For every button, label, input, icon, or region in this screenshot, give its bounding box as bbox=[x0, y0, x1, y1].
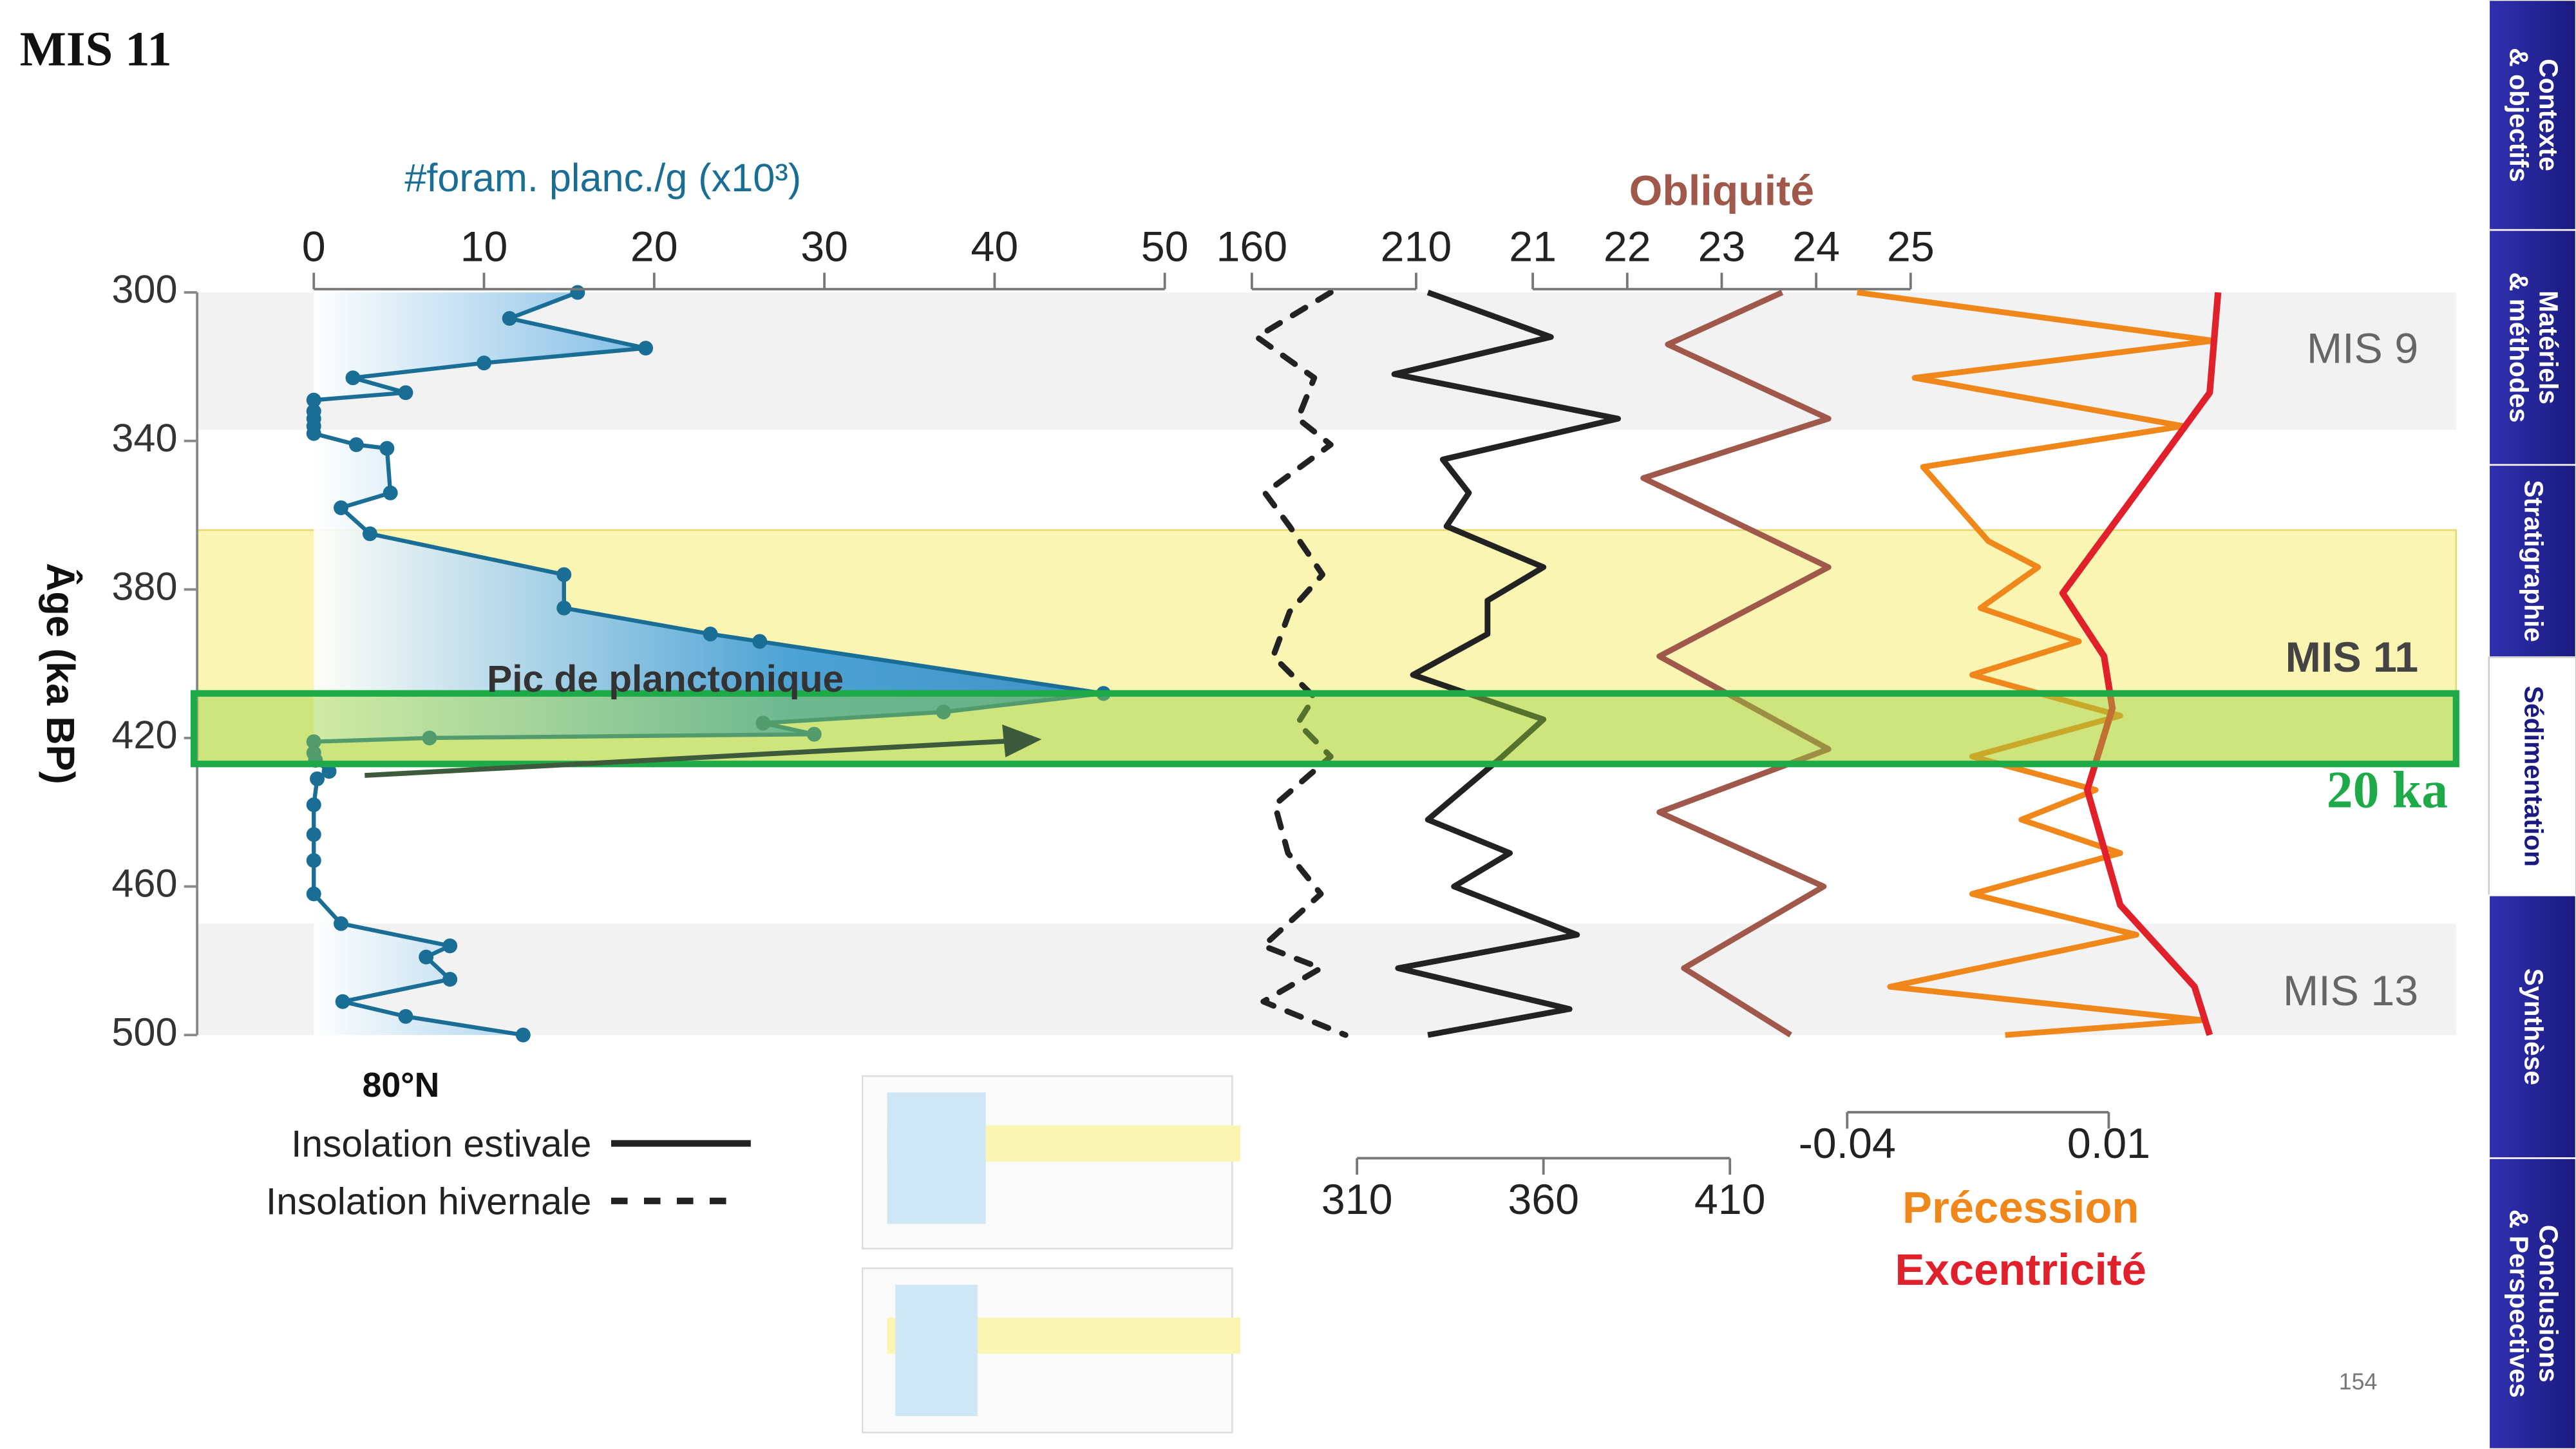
data-point bbox=[638, 341, 654, 356]
arrow-head bbox=[1002, 724, 1042, 758]
x-tick-label: -0.04 bbox=[1799, 1120, 1896, 1168]
page-number: 154 bbox=[2339, 1368, 2378, 1394]
x-tick-label: 20 bbox=[630, 223, 678, 270]
y-tick-label: 460 bbox=[111, 862, 177, 905]
legend-label: Insolation estivale bbox=[291, 1123, 591, 1165]
x-tick-label: 310 bbox=[1321, 1176, 1393, 1224]
data-point bbox=[398, 1009, 413, 1024]
series-line bbox=[1254, 289, 1349, 1038]
data-point bbox=[570, 285, 585, 300]
nav-label[interactable]: Conclusions bbox=[2533, 1225, 2563, 1383]
thumbnail bbox=[862, 1075, 1241, 1434]
data-point bbox=[334, 916, 349, 931]
nav-label[interactable]: Sédimentation bbox=[2519, 686, 2548, 867]
data-point bbox=[306, 797, 321, 813]
data-point bbox=[362, 526, 377, 542]
annotation: Pic de planctonique bbox=[487, 658, 844, 700]
x-tick-label: 25 bbox=[1887, 223, 1935, 270]
nav-label[interactable]: & méthodes bbox=[2504, 272, 2533, 422]
data-point bbox=[556, 600, 572, 616]
x-tick-label: 21 bbox=[1509, 223, 1557, 270]
nav-tab bbox=[2488, 229, 2576, 466]
y-axis-label: Âge (ka BP) bbox=[39, 563, 82, 784]
nav-label[interactable]: & objectifs bbox=[2504, 48, 2533, 182]
nav-tab bbox=[2488, 895, 2576, 1159]
highlight-label: 20 ka bbox=[2327, 760, 2448, 819]
y-tick-label: 420 bbox=[111, 713, 177, 757]
y-tick-label: 300 bbox=[111, 267, 177, 311]
x-tick-label: 40 bbox=[971, 223, 1019, 270]
data-point bbox=[345, 370, 361, 386]
band-label: MIS 13 bbox=[2283, 967, 2418, 1015]
legend-label: Excentricité bbox=[1895, 1245, 2146, 1294]
data-point bbox=[755, 715, 771, 731]
data-point bbox=[806, 726, 822, 742]
data-point bbox=[306, 426, 321, 441]
data-point bbox=[442, 972, 458, 987]
band-label: MIS 11 bbox=[2286, 634, 2418, 681]
data-point bbox=[306, 827, 321, 842]
foram-area bbox=[314, 292, 1104, 1036]
x-tick-label: 23 bbox=[1698, 223, 1746, 270]
legend-label: Précession bbox=[1902, 1182, 2139, 1232]
x-tick-label: 50 bbox=[1141, 223, 1189, 270]
data-point bbox=[556, 567, 572, 582]
data-point bbox=[306, 853, 321, 868]
nav-label[interactable]: & Perspectives bbox=[2504, 1209, 2533, 1398]
annotation: 80°N bbox=[363, 1066, 440, 1104]
x-tick-label: 22 bbox=[1604, 223, 1651, 270]
x-tick-label: 410 bbox=[1694, 1176, 1766, 1224]
nav-tab bbox=[2488, 1157, 2576, 1449]
mis-band bbox=[197, 923, 2456, 1036]
data-point bbox=[477, 355, 492, 371]
series-line bbox=[1391, 289, 1621, 1038]
slide-title: MIS 11 bbox=[20, 22, 172, 77]
band-label: MIS 9 bbox=[2307, 325, 2418, 372]
data-point bbox=[752, 634, 768, 649]
data-point bbox=[383, 485, 398, 500]
x-tick-label: 210 bbox=[1381, 223, 1452, 270]
x-tick-label: 10 bbox=[460, 223, 508, 270]
legend-label: Insolation hivernale bbox=[266, 1180, 591, 1222]
nav-label[interactable]: Contexte bbox=[2533, 59, 2563, 171]
y-tick-label: 500 bbox=[111, 1010, 177, 1054]
data-point bbox=[515, 1027, 531, 1043]
x-tick-label: 0 bbox=[302, 223, 326, 270]
mis-band bbox=[197, 292, 2456, 430]
data-point bbox=[321, 764, 337, 779]
data-point bbox=[310, 771, 325, 786]
x-tick-label: 360 bbox=[1508, 1176, 1579, 1224]
arrow bbox=[365, 738, 1011, 778]
x-axis-label: #foram. planc./g (x10³) bbox=[404, 156, 801, 200]
nav-label[interactable]: Synthèse bbox=[2519, 969, 2548, 1085]
data-point bbox=[419, 949, 434, 965]
series-line bbox=[1640, 290, 1832, 1037]
x-tick-label: 24 bbox=[1792, 223, 1840, 270]
data-point bbox=[379, 440, 395, 456]
data-point bbox=[306, 886, 321, 902]
y-tick-label: 380 bbox=[111, 564, 177, 608]
x-tick-label: 30 bbox=[800, 223, 848, 270]
data-point bbox=[422, 730, 437, 746]
x-axis-label: Obliquité bbox=[1629, 167, 1814, 215]
highlight-box bbox=[190, 690, 2459, 768]
data-point bbox=[936, 705, 951, 720]
nav-label[interactable]: Stratigraphie bbox=[2519, 480, 2548, 642]
data-point bbox=[348, 437, 364, 452]
data-point bbox=[398, 385, 413, 401]
data-point bbox=[442, 938, 458, 954]
y-tick-label: 340 bbox=[111, 416, 177, 460]
data-point bbox=[306, 392, 321, 408]
series-line bbox=[2059, 292, 2222, 1036]
data-point bbox=[335, 994, 350, 1009]
data-point bbox=[703, 627, 718, 641]
data-point bbox=[306, 734, 321, 750]
x-tick-label: 0.01 bbox=[2067, 1120, 2150, 1168]
nav-label[interactable]: Matériels bbox=[2533, 290, 2563, 404]
data-point bbox=[334, 500, 349, 515]
data-point bbox=[502, 310, 517, 326]
x-tick-label: 160 bbox=[1217, 223, 1288, 270]
